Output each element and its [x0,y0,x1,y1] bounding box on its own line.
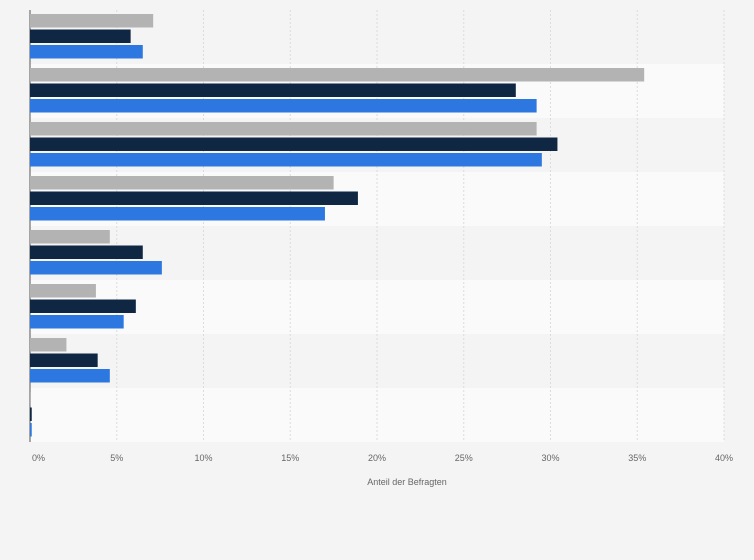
x-tick-label: 35% [628,453,646,463]
bar[interactable] [30,191,358,206]
bar[interactable] [30,392,31,406]
bar[interactable] [30,284,96,298]
bar[interactable] [30,245,143,260]
bar[interactable] [30,230,110,244]
bar[interactable] [30,423,32,437]
bar[interactable] [30,45,143,59]
bar[interactable] [30,261,162,275]
x-axis-title: Anteil der Befragten [367,477,447,487]
bar[interactable] [30,14,154,28]
bar[interactable] [30,176,334,190]
bar[interactable] [30,407,32,422]
x-tick-label: 25% [455,453,473,463]
bar[interactable] [30,369,110,383]
x-tick-label: 30% [541,453,559,463]
x-tick-label: 5% [110,453,123,463]
bar[interactable] [30,299,136,314]
bar[interactable] [30,29,131,44]
bar[interactable] [30,353,98,368]
x-tick-label: 15% [281,453,299,463]
bar[interactable] [30,68,645,82]
bar[interactable] [30,153,542,167]
x-tick-label: 20% [368,453,386,463]
x-tick-label: 40% [715,453,733,463]
x-tick-label: 10% [194,453,212,463]
gridlines [116,10,725,442]
bar[interactable] [30,99,537,113]
bar[interactable] [30,315,124,329]
bar[interactable] [30,338,67,352]
x-tick-label: 0% [32,453,45,463]
bar[interactable] [30,207,325,221]
bar[interactable] [30,83,516,98]
x-tick-labels: 0% 5% 10% 15% 20% 25% 30% 35% 40% [32,453,733,463]
bars [30,14,645,437]
bar[interactable] [30,122,537,136]
bar[interactable] [30,137,558,152]
